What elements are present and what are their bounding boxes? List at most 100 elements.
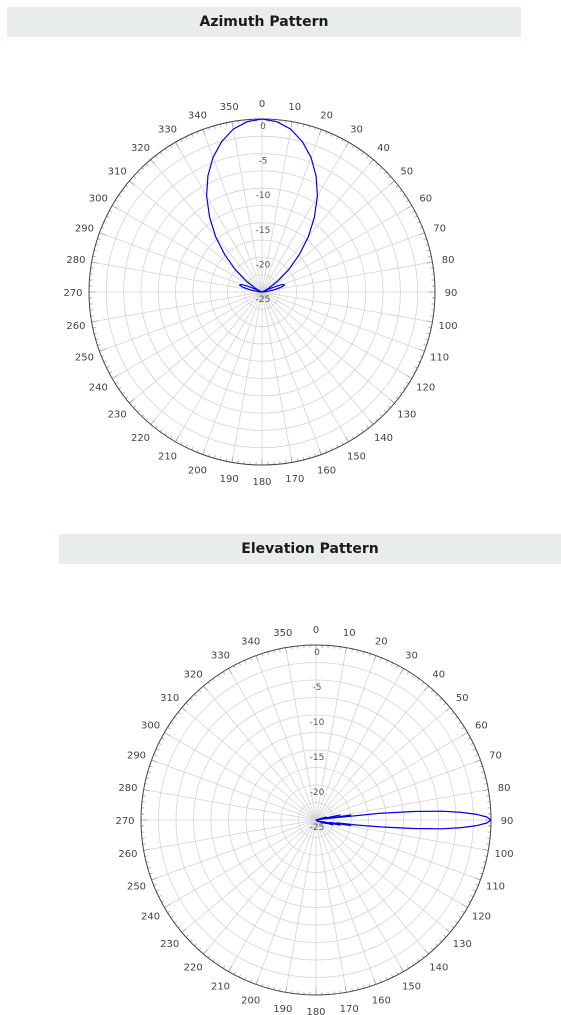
angle-tick-mark [395, 396, 399, 399]
angle-tick-mark [428, 326, 432, 329]
angle-tick-mark [142, 795, 146, 797]
angle-tick-mark [467, 737, 471, 740]
angle-tick-mark [361, 151, 364, 155]
angle-tick-mark [330, 447, 333, 451]
angle-tick-mark [451, 925, 455, 928]
ring-gridline [298, 802, 334, 838]
angle-tick-label: 300 [141, 721, 160, 732]
angle-tick-label: 140 [374, 433, 393, 444]
angle-tick-mark [129, 180, 135, 185]
angle-tick-label: 100 [439, 321, 458, 332]
ring-gridline [226, 256, 297, 327]
ring-gridline [263, 767, 369, 873]
angle-tick-mark [426, 261, 433, 264]
angle-tick-mark [97, 238, 101, 240]
angle-tick-mark [160, 429, 163, 433]
angle-tick-mark [291, 990, 293, 994]
angle-tick-mark [290, 456, 293, 463]
angle-tick-mark [106, 366, 110, 369]
angle-tick-mark [470, 742, 474, 745]
angle-tick-label: 90 [501, 816, 514, 827]
radial-tick-label: -5 [313, 683, 322, 693]
angle-tick-label: 110 [430, 353, 449, 364]
angle-tick-mark [196, 449, 199, 453]
angle-tick-mark [164, 732, 170, 736]
angle-tick-mark [99, 232, 106, 236]
angle-tick-mark [121, 391, 125, 394]
angle-tick-mark [141, 414, 145, 417]
angle-tick-label: 70 [433, 223, 446, 234]
angle-tick-label: 90 [445, 288, 458, 299]
angle-tick-mark [106, 215, 110, 218]
angle-tick-mark [406, 200, 409, 203]
angle-tick-mark [482, 777, 486, 779]
angle-tick-mark [167, 910, 171, 913]
angle-tick-mark [341, 441, 344, 445]
angle-tick-mark [356, 148, 359, 152]
angle-tick-mark [363, 651, 365, 655]
angle-tick-mark [411, 674, 415, 678]
angle-tick-mark [424, 949, 429, 955]
angle-tick-mark [255, 655, 259, 662]
angle-tick-mark [384, 171, 387, 175]
angle-tick-mark [356, 432, 359, 436]
angle-tick-mark [351, 648, 353, 652]
radial-tick-label: -25 [256, 295, 271, 305]
angle-tick-mark [445, 707, 451, 712]
angle-tick-mark [213, 455, 216, 459]
angle-tick-mark [318, 448, 322, 455]
angle-tick-mark [160, 151, 163, 155]
angle-tick-mark [223, 965, 226, 969]
angle-tick-mark [233, 665, 236, 669]
angle-tick-mark [143, 789, 150, 792]
angle-tick-mark [99, 348, 106, 352]
angle-tick-mark [426, 320, 433, 323]
angle-tick-mark [421, 955, 424, 959]
angle-tick-mark [482, 848, 489, 851]
angle-tick-mark [118, 386, 122, 389]
angle-tick-mark [101, 226, 105, 229]
angle-tick-mark [474, 759, 481, 763]
angle-tick-mark [445, 928, 451, 933]
angle-tick-mark [115, 381, 118, 384]
angle-tick-mark [399, 391, 403, 394]
angle-tick-label: 40 [432, 670, 445, 681]
angle-tick-mark [417, 360, 421, 363]
angle-tick-mark [95, 338, 99, 341]
angle-tick-mark [482, 861, 486, 863]
angle-tick-label: 130 [397, 410, 416, 421]
elevation-chart-title: Elevation Pattern [59, 534, 561, 564]
ring-gridline [209, 239, 315, 345]
angle-tick-mark [411, 371, 415, 374]
angle-tick-mark [424, 685, 429, 691]
angle-tick-mark [103, 221, 107, 224]
angle-tick-mark [141, 167, 145, 170]
angle-tick-mark [396, 971, 399, 975]
angle-tick-mark [479, 765, 483, 768]
angle-tick-mark [379, 167, 383, 170]
angle-tick-label: 270 [115, 816, 134, 827]
angle-tick-mark [95, 243, 99, 246]
polar-grid [140, 644, 492, 996]
ring-gridline [210, 714, 422, 926]
angle-tick-mark [203, 949, 208, 955]
angle-tick-mark [129, 399, 135, 404]
angle-tick-mark [151, 877, 158, 881]
angle-tick-label: 160 [372, 996, 391, 1007]
angle-tick-mark [414, 215, 418, 218]
angle-tick-label: 280 [118, 783, 137, 794]
polar-grid [88, 118, 436, 466]
angle-tick-mark [462, 904, 468, 908]
pattern-series-line [206, 118, 318, 293]
angle-tick-mark [296, 122, 299, 126]
angle-tick-mark [368, 653, 371, 657]
angle-tick-mark [225, 122, 228, 126]
angle-tick-mark [363, 985, 365, 989]
angle-tick-mark [479, 872, 483, 875]
angle-tick-mark [461, 727, 465, 730]
angle-tick-mark [419, 355, 423, 358]
angle-tick-mark [228, 966, 232, 972]
angle-tick-mark [164, 904, 170, 908]
angle-tick-mark [109, 210, 113, 213]
angle-tick-mark [373, 655, 377, 662]
